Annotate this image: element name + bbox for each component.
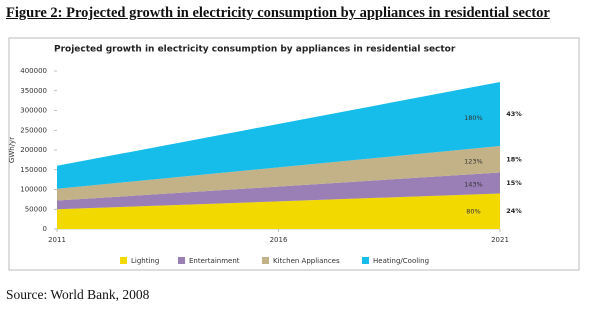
y-axis-label: GWh/yr	[8, 137, 16, 163]
area	[57, 146, 500, 201]
source: Source: World Bank, 2008	[6, 287, 150, 302]
y-tick-label: 300000	[20, 107, 47, 115]
share-label: 18%	[506, 155, 522, 163]
legend-swatch	[362, 257, 369, 264]
y-tick-label: 100000	[20, 186, 47, 194]
area	[57, 82, 500, 189]
area	[57, 193, 500, 229]
legend-label: Kitchen Appliances	[273, 257, 340, 265]
legend-swatch	[178, 257, 185, 264]
area	[57, 172, 500, 210]
y-tick-label: 350000	[20, 87, 47, 95]
share-label: 43%	[506, 110, 522, 118]
chart-title: Projected growth in electricity consumpt…	[54, 45, 456, 55]
x-tick-label: 2016	[270, 236, 288, 244]
y-tick-label: 400000	[20, 67, 47, 75]
y-tick-label: 250000	[20, 126, 47, 134]
growth-label: 80%	[466, 208, 480, 216]
legend-label: Entertainment	[189, 257, 240, 265]
x-tick-label: 2011	[48, 236, 66, 244]
growth-label: 123%	[464, 157, 483, 165]
y-tick-label: 150000	[20, 166, 47, 174]
legend-swatch	[120, 257, 127, 264]
growth-label: 180%	[464, 114, 483, 122]
legend-swatch	[262, 257, 269, 264]
y-tick-label: 50000	[25, 205, 47, 213]
share-label: 15%	[506, 179, 522, 187]
share-label: 24%	[506, 207, 522, 215]
x-tick-label: 2021	[491, 236, 509, 244]
legend-label: Lighting	[131, 257, 159, 265]
figure-caption: Figure 2: Projected growth in electricit…	[6, 5, 550, 21]
y-tick-label: 0	[43, 225, 47, 233]
growth-label: 143%	[464, 180, 483, 188]
y-tick-label: 200000	[20, 146, 47, 154]
legend-label: Heating/Cooling	[373, 257, 429, 265]
